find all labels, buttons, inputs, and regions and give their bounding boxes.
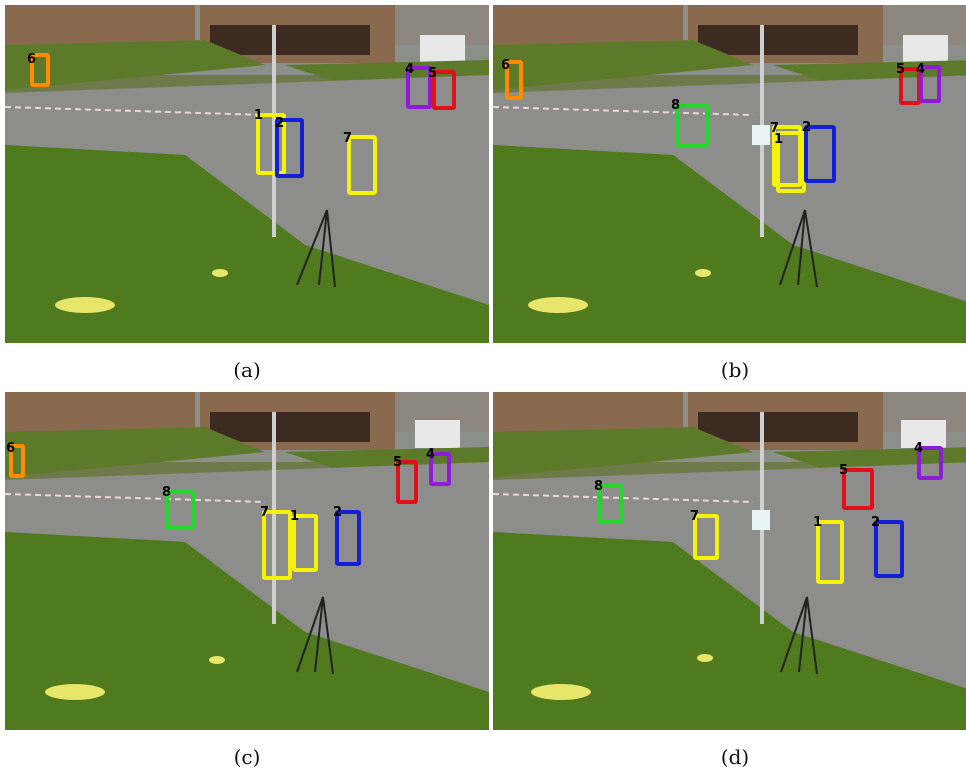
scene-photo [5,392,489,730]
track-label-4: 4 [916,62,926,77]
track-box-7 [347,135,377,195]
track-label-8: 8 [671,98,681,113]
track-label-1: 1 [290,509,300,524]
frame-panel-b: 6 5 4 8 7 1 2 [493,5,966,343]
track-box-6 [505,60,523,100]
track-box-2 [874,520,904,578]
track-box-6 [9,444,25,478]
track-box-7 [693,514,719,560]
track-box-1 [816,520,844,584]
track-box-8 [675,103,709,147]
track-box-8 [597,484,623,524]
caption-d: (d) [720,745,750,769]
track-label-7: 7 [260,505,270,520]
track-label-6: 6 [501,58,511,73]
caption-c: (c) [233,745,261,769]
caption-a: (a) [233,358,261,382]
track-label-5: 5 [896,62,906,77]
track-box-1 [292,514,318,572]
track-label-5: 5 [393,455,403,470]
track-box-8 [165,490,195,530]
scene-photo [493,392,966,730]
frame-panel-c: 6 5 4 8 7 1 2 [5,392,489,730]
track-label-1: 1 [774,132,784,147]
track-box-1 [256,113,286,175]
track-box-5 [842,468,874,510]
track-label-7: 7 [343,131,353,146]
track-label-4: 4 [405,62,415,77]
caption-b: (b) [720,358,750,382]
track-label-2: 2 [275,116,285,131]
track-label-2: 2 [333,505,343,520]
track-label-2: 2 [802,120,812,135]
track-label-8: 8 [594,479,604,494]
track-label-8: 8 [162,485,172,500]
track-box-5 [396,460,418,504]
track-label-1: 1 [254,108,264,123]
track-label-1: 1 [813,515,823,530]
track-box-6 [30,53,50,87]
track-label-4: 4 [426,447,436,462]
track-label-4: 4 [914,441,924,456]
track-box-7 [262,510,292,580]
track-box-2 [275,118,304,178]
track-label-6: 6 [27,52,37,67]
frame-panel-d: 4 5 8 7 1 2 [493,392,966,730]
track-label-5: 5 [428,66,438,81]
frame-panel-a: 6 4 5 1 2 7 [5,5,489,343]
track-box-7 [772,125,802,187]
track-box-4 [917,446,943,480]
track-box-5 [432,70,456,110]
track-label-2: 2 [871,515,881,530]
scene-photo [5,5,489,343]
track-label-7: 7 [690,509,700,524]
track-label-7: 7 [770,121,780,136]
scene-photo [493,5,966,343]
track-label-6: 6 [6,441,16,456]
track-box-2 [335,510,361,566]
track-label-5: 5 [839,463,849,478]
track-box-4 [406,66,432,109]
track-box-2 [804,125,836,183]
track-box-4 [429,452,451,486]
track-box-4 [919,65,941,103]
